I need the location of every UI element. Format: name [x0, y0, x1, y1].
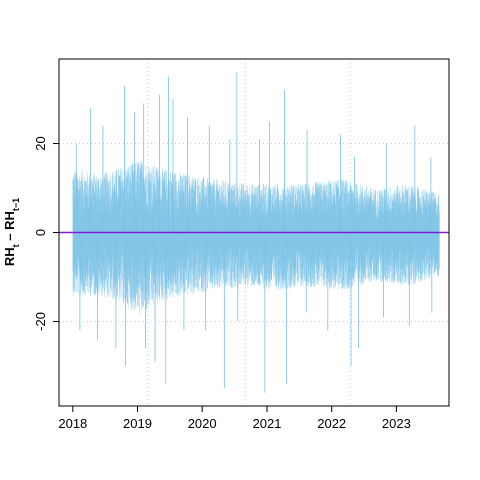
- series-body: [73, 161, 440, 314]
- x-tick-label: 2018: [58, 416, 87, 431]
- x-tick-label: 2019: [123, 416, 152, 431]
- y-axis: -20 0 20: [33, 136, 59, 331]
- x-axis: 2018 2019 2020 2021 2022 2023: [58, 406, 410, 431]
- y-tick-label: -20: [33, 312, 48, 331]
- y-axis-title: RHt – RHt−1: [2, 198, 21, 266]
- y-axis-title-sub-t1: t−1: [11, 198, 21, 211]
- y-axis-title-minus: – RH: [2, 211, 17, 244]
- y-tick-label: 20: [33, 136, 48, 150]
- y-tick-label: 0: [33, 229, 48, 236]
- x-tick-label: 2023: [382, 416, 411, 431]
- x-tick-label: 2020: [188, 416, 217, 431]
- x-tick-label: 2021: [253, 416, 282, 431]
- x-tick-label: 2022: [317, 416, 346, 431]
- y-axis-title-main: RH: [2, 247, 17, 266]
